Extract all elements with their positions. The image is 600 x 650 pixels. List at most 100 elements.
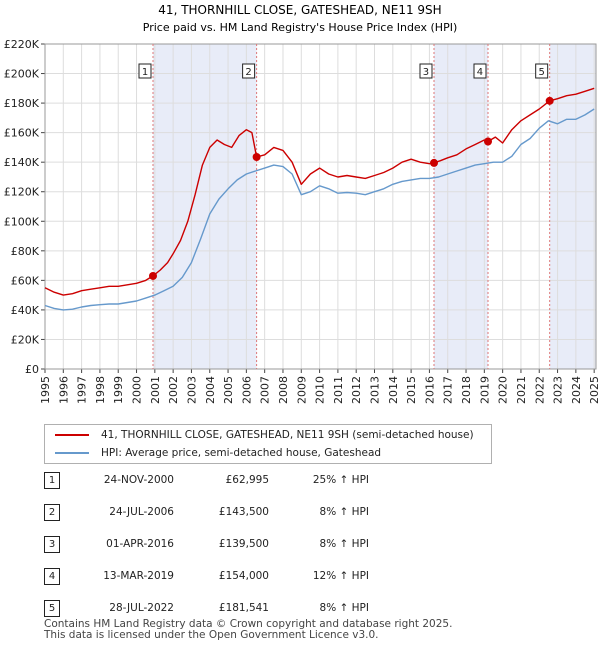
sale-marker-box <box>242 63 256 79</box>
sale-marker-label: 1 <box>142 67 148 78</box>
sale-point <box>252 153 261 162</box>
x-tick-label: 2017 <box>442 376 455 404</box>
legend-swatch-hpi <box>55 452 89 454</box>
y-tick-label: £80K <box>11 245 40 258</box>
sale-marker-label: 2 <box>245 67 251 78</box>
x-tick-label: 2004 <box>204 376 217 404</box>
x-tick-label: 2023 <box>552 376 565 404</box>
x-tick-label: 2010 <box>314 376 327 404</box>
legend-swatch-property <box>55 434 89 436</box>
sale-marker-box <box>138 63 152 79</box>
shaded-period <box>549 44 596 369</box>
y-tick-label: £140K <box>4 156 40 169</box>
property-price-line <box>44 87 595 296</box>
hpi-line <box>44 108 595 311</box>
sale-date: 13-MAR-2019 <box>103 570 174 582</box>
sale-date: 01-APR-2016 <box>106 538 174 550</box>
chart-subtitle: Price paid vs. HM Land Registry's House … <box>143 21 458 34</box>
y-tick-label: £100K <box>4 215 40 228</box>
chart-title: 41, THORNHILL CLOSE, GATESHEAD, NE11 9SH <box>158 3 441 17</box>
x-tick-label: 2020 <box>497 376 510 404</box>
sale-row-2: 2 24-JUL-2006 £143,500 8% ↑ HPI <box>44 504 404 524</box>
sale-date: 24-JUL-2006 <box>109 506 174 518</box>
x-tick-label: 2024 <box>570 376 583 404</box>
x-tick-label: 2014 <box>387 376 400 404</box>
x-tick-label: 2016 <box>423 376 436 404</box>
sale-row-1: 1 24-NOV-2000 £62,995 25% ↑ HPI <box>44 472 404 492</box>
y-tick-label: £20K <box>11 333 40 346</box>
x-tick-label: 2015 <box>405 376 418 404</box>
x-tick-label: 1995 <box>39 376 52 404</box>
sale-marker-label: 3 <box>423 67 429 78</box>
x-tick-label: 2001 <box>149 376 162 404</box>
legend-item-hpi: HPI: Average price, semi-detached house,… <box>45 444 491 462</box>
sale-number: 2 <box>44 504 60 521</box>
x-tick-label: 2019 <box>478 376 491 404</box>
shaded-period <box>433 44 488 369</box>
x-tick-label: 2009 <box>295 376 308 404</box>
y-tick-label: £40K <box>11 304 40 317</box>
sale-row-5: 5 28-JUL-2022 £181,541 8% ↑ HPI <box>44 600 404 620</box>
x-tick-label: 1999 <box>112 376 125 404</box>
y-tick-label: £0 <box>25 363 39 376</box>
x-tick-label: 2012 <box>350 376 363 404</box>
footer-copyright: Contains HM Land Registry data © Crown c… <box>44 618 453 630</box>
x-tick-label: 2018 <box>460 376 473 404</box>
sale-price: £181,541 <box>218 602 269 614</box>
x-tick-label: 2002 <box>167 376 180 404</box>
sale-point <box>545 96 554 105</box>
sale-date: 24-NOV-2000 <box>103 474 174 486</box>
x-tick-label: 2005 <box>222 376 235 404</box>
y-tick-label: £180K <box>4 97 40 110</box>
sale-marker-label: 5 <box>538 67 544 78</box>
sale-date: 28-JUL-2022 <box>109 602 174 614</box>
chart-legend: 41, THORNHILL CLOSE, GATESHEAD, NE11 9SH… <box>44 424 492 464</box>
x-tick-label: 1998 <box>94 376 107 404</box>
sale-row-3: 3 01-APR-2016 £139,500 8% ↑ HPI <box>44 536 404 556</box>
sale-hpi-diff: 8% ↑ HPI <box>319 506 369 518</box>
sale-price: £139,500 <box>218 538 269 550</box>
x-tick-label: 2008 <box>277 376 290 404</box>
sale-marker-label: 4 <box>477 67 483 78</box>
sale-point <box>429 158 438 167</box>
x-tick-label: 2025 <box>588 376 600 404</box>
sale-hpi-diff: 8% ↑ HPI <box>319 602 369 614</box>
sale-point <box>149 271 158 280</box>
x-tick-label: 2006 <box>240 376 253 404</box>
sale-number: 5 <box>44 600 60 617</box>
legend-item-property: 41, THORNHILL CLOSE, GATESHEAD, NE11 9SH… <box>45 426 491 444</box>
y-tick-label: £160K <box>4 127 40 140</box>
sale-hpi-diff: 12% ↑ HPI <box>312 570 369 582</box>
y-tick-label: £200K <box>4 68 40 81</box>
sale-row-4: 4 13-MAR-2019 £154,000 12% ↑ HPI <box>44 568 404 588</box>
sale-price: £154,000 <box>218 570 269 582</box>
x-tick-label: 2000 <box>131 376 144 404</box>
y-tick-label: £60K <box>11 274 40 287</box>
sale-hpi-diff: 8% ↑ HPI <box>319 538 369 550</box>
x-tick-label: 2021 <box>515 376 528 404</box>
sale-marker-box <box>535 63 549 79</box>
x-tick-label: 1996 <box>57 376 70 404</box>
plot-frame <box>44 43 597 370</box>
sale-number: 1 <box>44 472 60 489</box>
sale-hpi-diff: 25% ↑ HPI <box>312 474 369 486</box>
y-tick-label: £220K <box>4 38 40 51</box>
price-chart: 41, THORNHILL CLOSE, GATESHEAD, NE11 9SH… <box>4 3 600 404</box>
sale-number: 4 <box>44 568 60 585</box>
x-tick-label: 1997 <box>76 376 89 404</box>
footer-license: This data is licensed under the Open Gov… <box>44 629 379 641</box>
sale-price: £143,500 <box>218 506 269 518</box>
legend-label-property: 41, THORNHILL CLOSE, GATESHEAD, NE11 9SH… <box>101 429 474 441</box>
x-tick-label: 2011 <box>332 376 345 404</box>
sale-marker-box <box>419 63 433 79</box>
x-tick-label: 2013 <box>369 376 382 404</box>
x-tick-label: 2022 <box>533 376 546 404</box>
footer: Contains HM Land Registry data © Crown c… <box>44 619 452 641</box>
sale-marker-box <box>473 63 487 79</box>
y-tick-label: £120K <box>4 186 40 199</box>
sale-number: 3 <box>44 536 60 553</box>
legend-label-hpi: HPI: Average price, semi-detached house,… <box>101 447 382 459</box>
x-tick-label: 2007 <box>259 376 272 404</box>
sale-price: £62,995 <box>225 474 269 486</box>
x-tick-label: 2003 <box>185 376 198 404</box>
